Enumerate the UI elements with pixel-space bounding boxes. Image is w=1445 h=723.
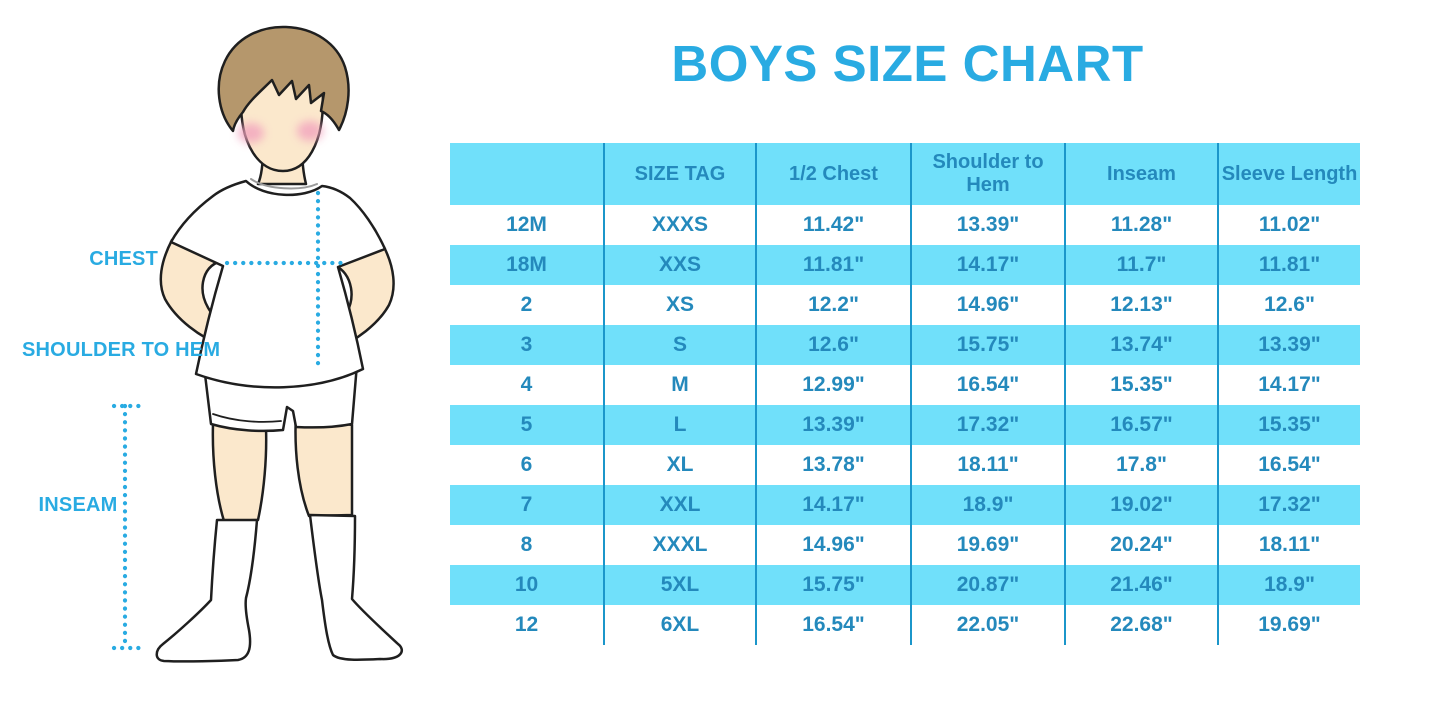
measurement-cell: XL (603, 445, 756, 485)
measurement-cell: XXXS (603, 205, 756, 245)
table-row: 3 S 12.6" 15.75" 13.74" 13.39" (450, 325, 1360, 365)
table-row: 12M XXXS 11.42" 13.39" 11.28" 11.02" (450, 205, 1360, 245)
table-row: 8 XXXL 14.96" 19.69" 20.24" 18.11" (450, 525, 1360, 565)
measurement-cell: L (603, 405, 756, 445)
measurement-cell: 15.35" (1064, 365, 1218, 405)
measurement-cell: 14.17" (910, 245, 1065, 285)
measurement-cell: 15.75" (910, 325, 1065, 365)
size-cell: 12M (450, 205, 604, 245)
measurement-cell: XXS (603, 245, 756, 285)
table-row: 10 5XL 15.75" 20.87" 21.46" 18.9" (450, 565, 1360, 605)
size-cell: 12 (450, 605, 604, 645)
measurement-cell: 22.05" (910, 605, 1065, 645)
measurement-cell: 13.39" (755, 405, 911, 445)
size-table: SIZE TAG 1/2 Chest Shoulder to Hem Inseam Sl… (450, 143, 1360, 645)
measurement-cell: XXXL (603, 525, 756, 565)
table-row: 2 XS 12.2" 14.96" 12.13" 12.6" (450, 285, 1360, 325)
measurement-cell: 12.6" (1217, 285, 1360, 325)
measurement-cell: 21.46" (1064, 565, 1218, 605)
measurement-cell: 14.96" (910, 285, 1065, 325)
measurement-cell: 18.9" (910, 485, 1065, 525)
measurement-cell: 18.11" (1217, 525, 1360, 565)
measurement-cell: XS (603, 285, 756, 325)
table-row: 4 M 12.99" 16.54" 15.35" 14.17" (450, 365, 1360, 405)
measurement-cell: 14.96" (755, 525, 911, 565)
page-title: BOYS SIZE CHART (671, 35, 1144, 92)
boy-socks (155, 513, 403, 663)
measurement-cell: 11.02" (1217, 205, 1360, 245)
column-header: SIZE TAG (603, 143, 756, 205)
measurement-cell: 19.02" (1064, 485, 1218, 525)
measurement-cell: 11.81" (755, 245, 911, 285)
measurement-cell: 11.42" (755, 205, 911, 245)
size-cell: 4 (450, 365, 604, 405)
header-row: SIZE TAG 1/2 Chest Shoulder to Hem Inseam Sl… (450, 143, 1360, 205)
measurement-cell: 20.24" (1064, 525, 1218, 565)
boy-hair (217, 25, 350, 133)
table-row: 5 L 13.39" 17.32" 16.57" 15.35" (450, 405, 1360, 445)
measurement-cell: 12.6" (755, 325, 911, 365)
column-header: 1/2 Chest (755, 143, 911, 205)
column-header: Shoulder to Hem (910, 143, 1065, 205)
table-row: 6 XL 13.78" 18.11" 17.8" 16.54" (450, 445, 1360, 485)
measurement-cell: 6XL (603, 605, 756, 645)
measurement-cell: 12.2" (755, 285, 911, 325)
measurement-cell: 12.13" (1064, 285, 1218, 325)
measurement-cell: 18.9" (1217, 565, 1360, 605)
chest-label: CHEST (89, 248, 158, 270)
size-cell: 5 (450, 405, 604, 445)
measurement-cell: 17.32" (910, 405, 1065, 445)
measurement-cell: 13.74" (1064, 325, 1218, 365)
column-header: Sleeve Length (1217, 143, 1360, 205)
size-cell: 8 (450, 525, 604, 565)
measurement-cell: 18.11" (910, 445, 1065, 485)
boy-shirt (169, 178, 387, 389)
measurement-cell: 20.87" (910, 565, 1065, 605)
table-row: 12 6XL 16.54" 22.05" 22.68" 19.69" (450, 605, 1360, 645)
table-row: 7 XXL 14.17" 18.9" 19.02" 17.32" (450, 485, 1360, 525)
measurement-cell: 16.54" (1217, 445, 1360, 485)
boy-cheek-left (238, 123, 264, 143)
measurement-cell: 19.69" (910, 525, 1065, 565)
measurement-cell: 22.68" (1064, 605, 1218, 645)
boy-illustration (111, 25, 403, 663)
measurement-cell: 13.78" (755, 445, 911, 485)
measurement-cell: 17.32" (1217, 485, 1360, 525)
measurement-cell: 15.75" (755, 565, 911, 605)
measurement-cell: 12.99" (755, 365, 911, 405)
measurement-cell: 14.17" (755, 485, 911, 525)
measurement-cell: M (603, 365, 756, 405)
measurement-cell: 15.35" (1217, 405, 1360, 445)
measurement-cell: 11.28" (1064, 205, 1218, 245)
size-cell: 7 (450, 485, 604, 525)
inseam-label: INSEAM (38, 494, 118, 516)
measurement-cell: 13.39" (1217, 325, 1360, 365)
measurement-cell: 11.7" (1064, 245, 1218, 285)
measurement-cell: 16.54" (755, 605, 911, 645)
measurement-cell: 14.17" (1217, 365, 1360, 405)
size-cell: 3 (450, 325, 604, 365)
measurement-cell: XXL (603, 485, 756, 525)
measurement-lines (111, 190, 347, 651)
measurement-cell: S (603, 325, 756, 365)
measurement-cell: 16.54" (910, 365, 1065, 405)
table-row: 18M XXS 11.81" 14.17" 11.7" 11.81" (450, 245, 1360, 285)
measurement-cell: 19.69" (1217, 605, 1360, 645)
measurement-cell: 13.39" (910, 205, 1065, 245)
measurement-cell: 16.57" (1064, 405, 1218, 445)
size-cell: 18M (450, 245, 604, 285)
boy-legs (211, 411, 354, 523)
measurement-cell: 17.8" (1064, 445, 1218, 485)
measurement-cell: 11.81" (1217, 245, 1360, 285)
size-cell: 2 (450, 285, 604, 325)
measurement-cell: 5XL (603, 565, 756, 605)
boy-cheek-right (297, 121, 323, 141)
size-cell: 10 (450, 565, 604, 605)
shoulder-to-hem-label: SHOULDER TO HEM (22, 339, 221, 361)
size-cell: 6 (450, 445, 604, 485)
column-header (450, 143, 604, 205)
column-header: Inseam (1064, 143, 1218, 205)
